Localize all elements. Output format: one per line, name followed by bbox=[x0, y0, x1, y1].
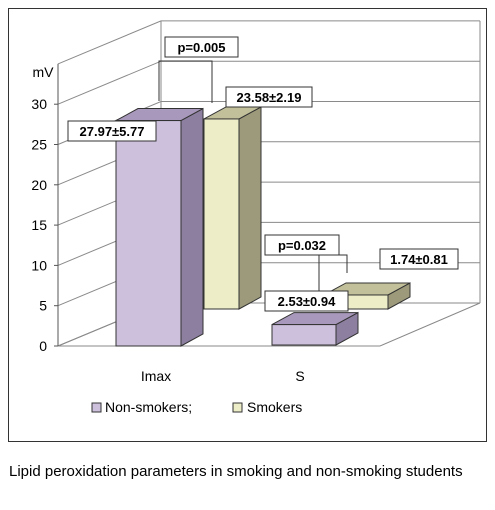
y-tick-label: 20 bbox=[31, 177, 47, 193]
data-label-nonsmokers-s-box bbox=[264, 290, 349, 312]
x-tick-label-s: S bbox=[295, 368, 304, 384]
y-tick-label: 0 bbox=[39, 338, 47, 354]
p-value-imax-box bbox=[164, 36, 239, 58]
y-tick-label: 30 bbox=[31, 96, 47, 112]
data-label-smokers-s: 1.74±0.81 bbox=[390, 252, 448, 267]
bar-nonsmokers-s bbox=[271, 324, 337, 346]
x-tick-label-imax: Imax bbox=[141, 368, 171, 384]
p-value-s-box bbox=[264, 234, 340, 256]
legend-swatch-nonsmokers bbox=[91, 402, 102, 413]
bar-nonsmokers-imax bbox=[115, 120, 182, 347]
data-label-smokers-imax: 23.58±2.19 bbox=[237, 90, 302, 105]
p-value-s: p=0.032 bbox=[278, 238, 326, 253]
y-tick-label: 10 bbox=[31, 257, 47, 273]
chart-frame: 0 5 10 15 20 25 30 mV Imax S 27.97±5.77 23.58±2.19 2… bbox=[8, 8, 487, 442]
bar-smokers-imax bbox=[203, 118, 240, 310]
legend-swatch-smokers bbox=[232, 402, 243, 413]
data-label-smokers-s-box bbox=[379, 248, 459, 270]
legend-label-smokers: Smokers bbox=[247, 399, 302, 415]
data-label-nonsmokers-s: 2.53±0.94 bbox=[278, 294, 337, 309]
bar-smokers-imax-side bbox=[238, 106, 262, 310]
data-label-nonsmokers-imax: 27.97±5.77 bbox=[80, 124, 145, 139]
data-label-smokers-imax-box bbox=[225, 86, 313, 108]
legend-label-nonsmokers: Non-smokers; bbox=[105, 399, 192, 415]
y-tick-label: 5 bbox=[39, 298, 47, 314]
data-label-nonsmokers-imax-box bbox=[67, 120, 157, 142]
p-value-imax: p=0.005 bbox=[177, 40, 225, 55]
figure-caption: Lipid peroxidation parameters in smoking… bbox=[9, 463, 463, 480]
bar-chart: 0 5 10 15 20 25 30 mV Imax S 27.97±5.77 23.58±2.19 2… bbox=[31, 20, 481, 415]
p-bracket-imax bbox=[158, 60, 213, 103]
y-tick-label: 25 bbox=[31, 137, 47, 153]
bar-nonsmokers-imax-side bbox=[180, 107, 204, 347]
y-tick-label: 15 bbox=[31, 217, 47, 233]
y-axis-unit: mV bbox=[33, 64, 55, 80]
